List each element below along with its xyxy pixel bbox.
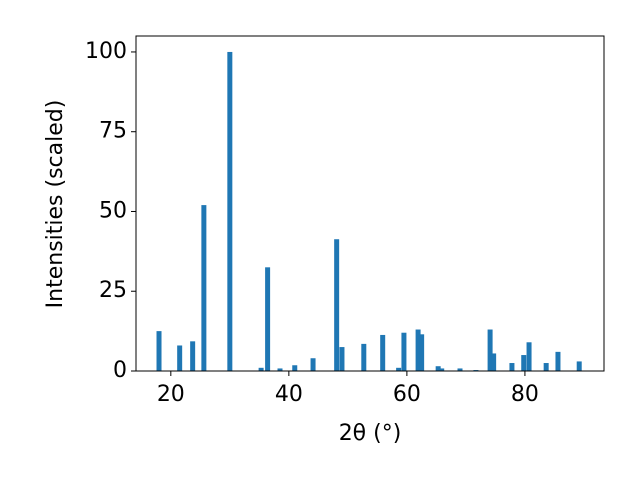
x-axis-label: 2θ (°) [339,421,402,446]
bar [190,341,196,371]
bar [277,368,283,371]
y-tick-label: 75 [99,119,127,144]
bar [439,368,445,371]
y-tick-label: 25 [99,278,127,303]
bar [361,343,367,371]
bar [543,363,549,371]
bar [156,331,162,371]
bar [396,367,402,371]
bar [487,329,493,371]
bar [401,332,407,371]
y-tick-label: 50 [99,198,127,223]
bar [576,361,582,371]
bar [457,368,463,371]
x-tick-label: 80 [511,382,539,407]
bar [419,334,425,371]
bar [435,366,441,371]
x-tick-label: 20 [157,382,185,407]
bar [339,347,345,371]
bar [380,334,386,371]
x-tick-label: 40 [275,382,303,407]
bar [201,205,207,371]
y-tick-label: 100 [85,39,127,64]
bar [491,353,497,371]
bar [265,267,271,371]
bar [292,365,298,371]
bar [415,329,421,371]
y-axis-label: Intensities (scaled) [43,100,68,309]
bar [555,351,561,371]
y-tick-label: 0 [113,358,127,383]
bar [526,342,532,371]
x-tick-label: 60 [393,382,421,407]
bar [334,239,340,371]
bar [509,363,515,371]
bar [227,51,233,371]
bar [177,345,183,371]
bar [521,355,527,371]
bar [258,367,264,371]
plot-frame [135,35,605,372]
bar [310,358,316,371]
